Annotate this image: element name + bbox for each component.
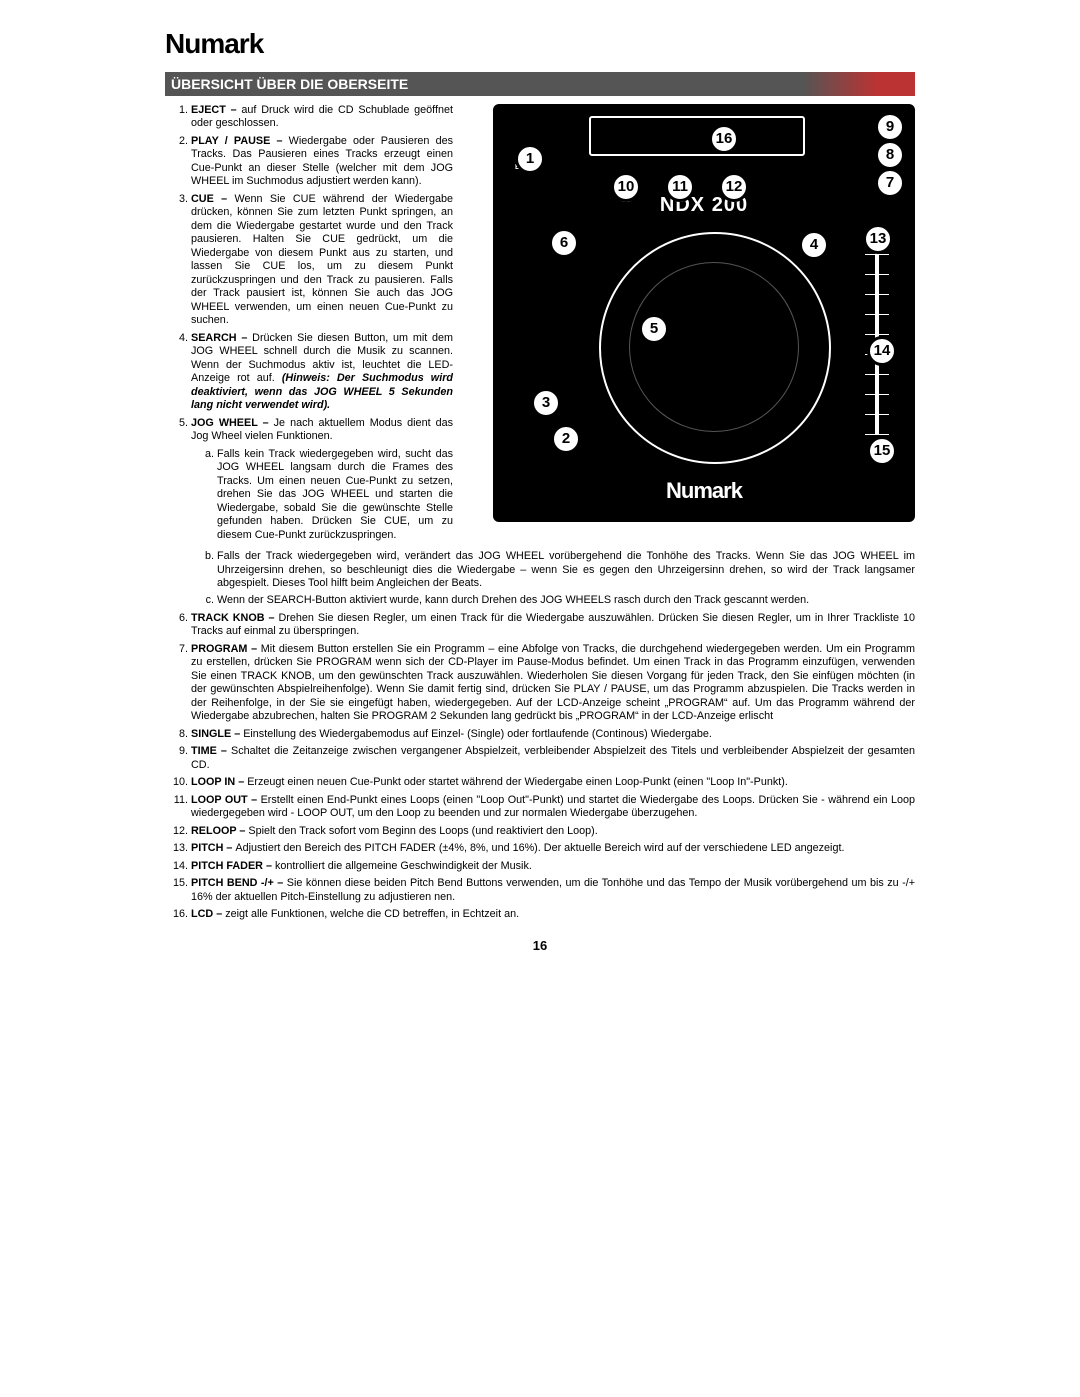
sub-item: Falls der Track wiedergegeben wird, verä… (217, 550, 915, 590)
callout-3: 3 (531, 388, 561, 418)
callout-11: 11 (665, 172, 695, 202)
model-label: NDX 200 (493, 194, 915, 217)
list-item-8: SINGLE – Einstellung des Wiedergabemodus… (191, 728, 915, 741)
list-item-1: EJECT – auf Druck wird die CD Schublade … (191, 104, 453, 131)
list-item-5: JOG WHEEL – Je nach aktuellem Modus dien… (191, 417, 453, 542)
callout-6: 6 (549, 228, 579, 258)
brand-logo: Numark (165, 28, 915, 60)
callout-9: 9 (875, 112, 905, 142)
list-item-11: LOOP OUT – Erstellt einen End-Punkt eine… (191, 794, 915, 821)
sub-item: Wenn der SEARCH-Button aktiviert wurde, … (217, 594, 915, 607)
sub-item: Falls kein Track wiedergegeben wird, suc… (217, 448, 453, 542)
list-item-2: PLAY / PAUSE – Wiedergabe oder Pausieren… (191, 135, 453, 189)
list-item-3: CUE – Wenn Sie CUE während der Wiedergab… (191, 193, 453, 328)
callout-5: 5 (639, 314, 669, 344)
section-heading: ÜBERSICHT ÜBER DIE OBERSEITE (165, 72, 915, 96)
list-item-4: SEARCH – Drücken Sie diesen Button, um m… (191, 332, 453, 413)
jog-wheel-inner (629, 262, 799, 432)
list-item-16: LCD – zeigt alle Funktionen, welche die … (191, 908, 915, 921)
list-item-13: PITCH – Adjustiert den Bereich des PITCH… (191, 842, 915, 855)
callout-16: 16 (709, 124, 739, 154)
device-brand-label: Numark (493, 478, 915, 504)
lcd-area (589, 116, 805, 156)
callout-15: 15 (867, 436, 897, 466)
list-item-10: LOOP IN – Erzeugt einen neuen Cue-Punkt … (191, 776, 915, 789)
pitch-fader-track (857, 234, 897, 434)
device-diagram: EJECT NDX 200 Numark 1234567891011121314… (493, 104, 915, 522)
callout-4: 4 (799, 230, 829, 260)
list-item-6: TRACK KNOB – Drehen Sie diesen Regler, u… (191, 612, 915, 639)
callout-8: 8 (875, 140, 905, 170)
list-item-15: PITCH BEND -/+ – Sie können diese beiden… (191, 877, 915, 904)
callout-1: 1 (515, 144, 545, 174)
list-item-7: PROGRAM – Mit diesem Button erstellen Si… (191, 643, 915, 724)
list-item-14: PITCH FADER – kontrolliert die allgemein… (191, 860, 915, 873)
list-item-12: RELOOP – Spielt den Track sofort vom Beg… (191, 825, 915, 838)
list-item-9: TIME – Schaltet die Zeitanzeige zwischen… (191, 745, 915, 772)
callout-12: 12 (719, 172, 749, 202)
callout-14: 14 (867, 336, 897, 366)
callout-2: 2 (551, 424, 581, 454)
page-number: 16 (165, 938, 915, 953)
callout-10: 10 (611, 172, 641, 202)
callout-7: 7 (875, 168, 905, 198)
callout-13: 13 (863, 224, 893, 254)
